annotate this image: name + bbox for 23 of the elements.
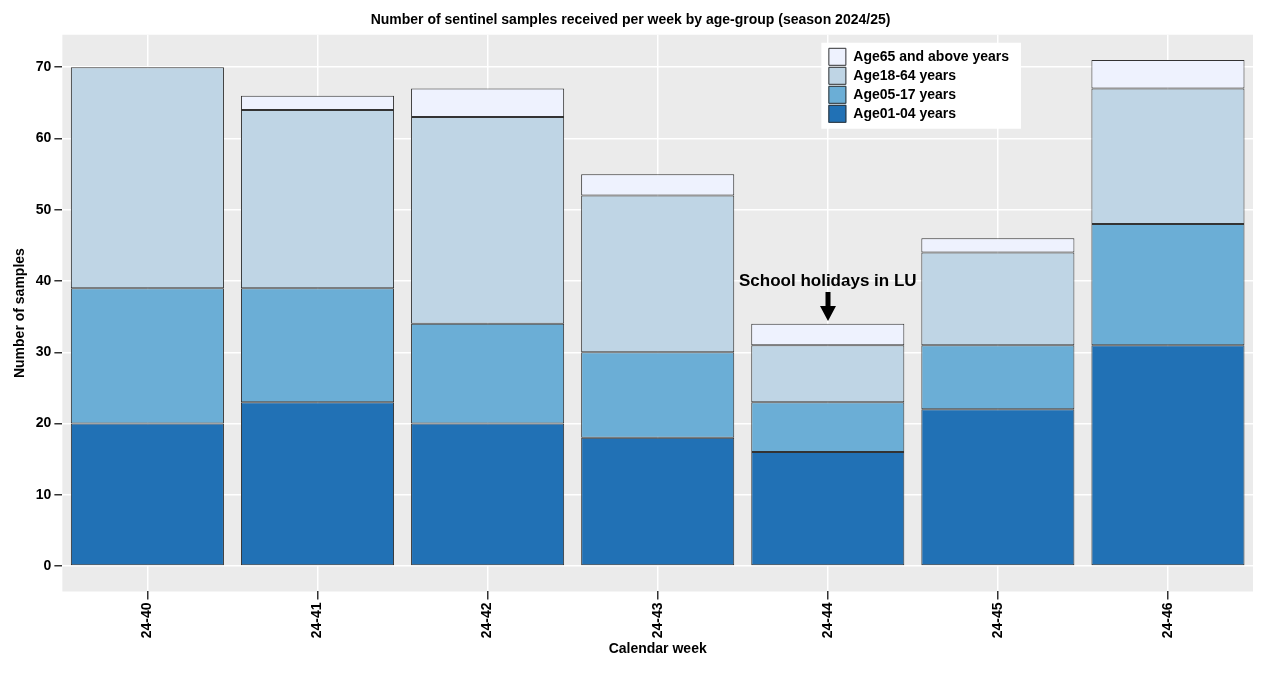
x-tick-label: 24-45 xyxy=(988,602,1005,639)
legend-label: Age65 and above years xyxy=(853,47,1010,64)
legend-label: Age05-17 years xyxy=(853,85,957,102)
x-tick-label: 24-41 xyxy=(308,602,325,639)
annotation: School holidays in LU xyxy=(738,270,917,290)
legend-label: Age18-64 years xyxy=(853,66,957,83)
x-tick-label: 24-43 xyxy=(648,602,665,639)
y-tick-label: 70 xyxy=(35,58,52,75)
x-tick-label: 24-42 xyxy=(478,602,495,639)
chart-title: Number of sentinel samples received per week by age-group (season 2024/25) xyxy=(370,11,891,28)
y-tick-label: 30 xyxy=(35,343,52,360)
y-tick-label: 50 xyxy=(35,200,52,217)
x-tick-label: 24-46 xyxy=(1158,602,1175,639)
y-tick-label: 0 xyxy=(43,556,52,573)
y-axis-title: Number of samples xyxy=(11,247,28,379)
legend-label: Age01-04 years xyxy=(853,104,957,121)
x-tick-label: 24-40 xyxy=(138,602,155,639)
x-tick-label: 24-44 xyxy=(818,602,835,639)
y-tick-label: 40 xyxy=(35,271,52,288)
y-tick-label: 60 xyxy=(35,129,52,146)
x-axis-title: Calendar week xyxy=(608,640,707,657)
y-tick-label: 20 xyxy=(35,414,52,431)
y-tick-label: 10 xyxy=(35,485,52,502)
